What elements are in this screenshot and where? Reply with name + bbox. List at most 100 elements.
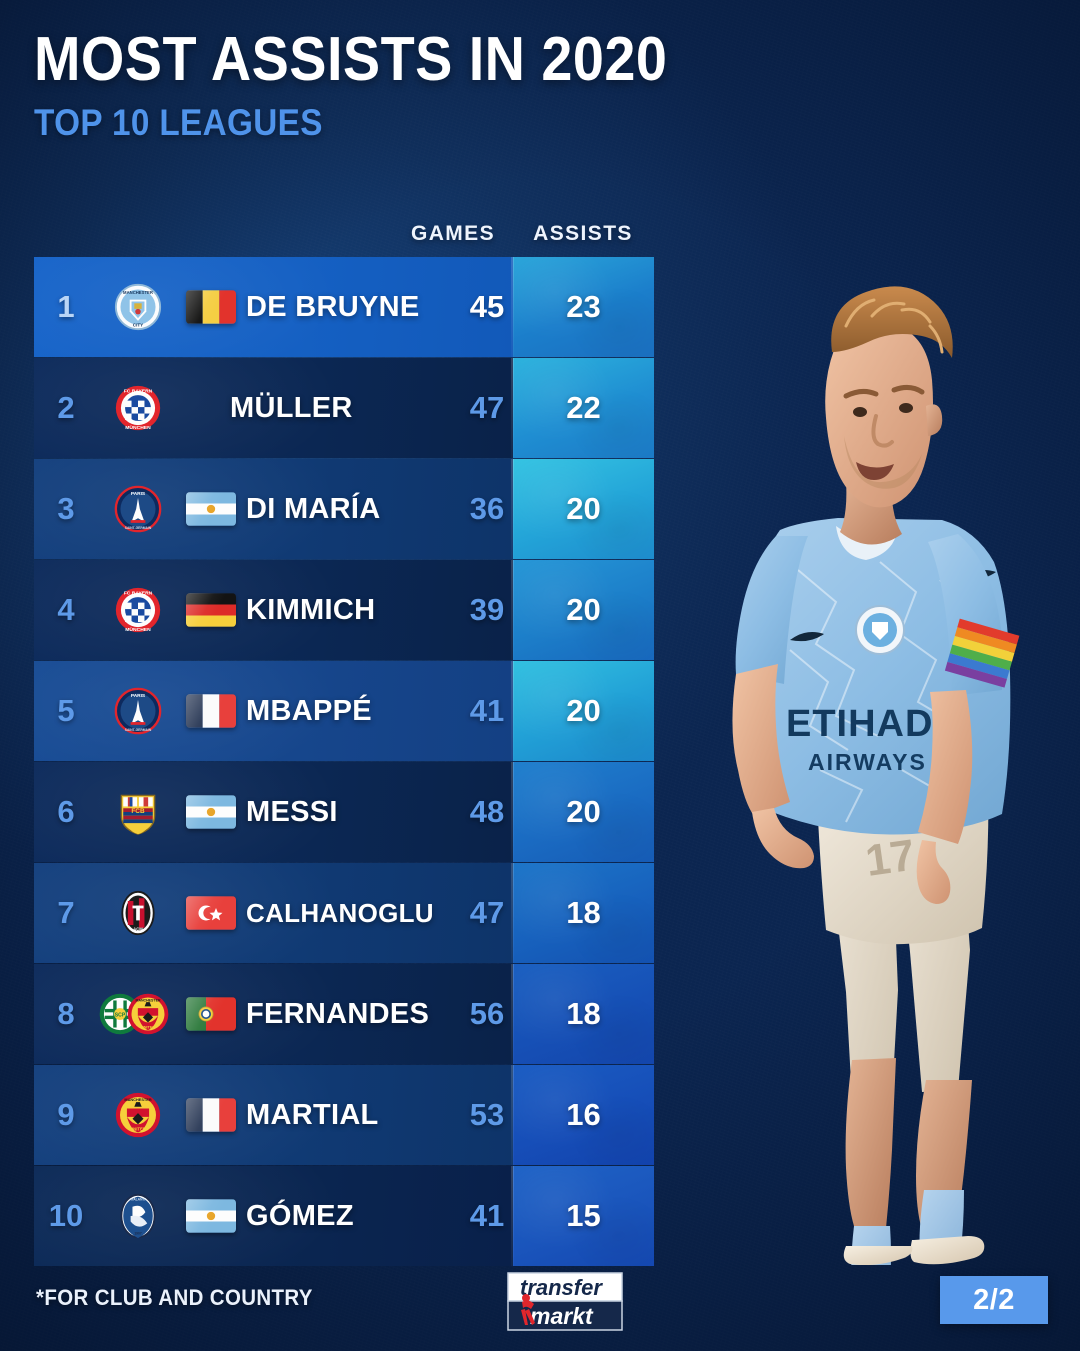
svg-text:markt: markt: [530, 1303, 594, 1329]
page-subtitle: TOP 10 LEAGUES: [34, 102, 323, 144]
table-row[interactable]: 3 PARIS SAINT-GERMAIN DI MARÍA 36 20: [34, 459, 654, 559]
row-background: [34, 560, 513, 660]
column-header-games: GAMES: [410, 222, 495, 245]
table-row[interactable]: 8 SCP MANCHESTER UNITED FERNANDES 56 18: [34, 964, 654, 1064]
row-background: [34, 459, 513, 559]
assists-bar-fill: [513, 257, 654, 357]
player-name: MARTIAL: [246, 1098, 379, 1131]
transfermarkt-logo: transfer markt: [500, 1271, 630, 1333]
player-name: MBAPPÉ: [246, 694, 372, 727]
assists-bar: 18: [511, 863, 654, 963]
assists-bar-fill: [513, 560, 654, 660]
assists-bar-edge: [511, 661, 514, 761]
club-badge-paris-saint-germain-icon: PARIS SAINT-GERMAIN: [114, 687, 162, 735]
row-background: [34, 1065, 513, 1165]
row-background: [34, 257, 513, 357]
table-row[interactable]: 1 MANCHESTER CITY DE BRUYNE 45 23: [34, 257, 654, 357]
rank-number: 10: [48, 1198, 84, 1233]
games-value: 39: [469, 592, 505, 627]
assists-value: 18: [566, 996, 601, 1031]
games-value: 48: [469, 794, 505, 829]
assists-bar-edge: [511, 1166, 514, 1266]
club-badge-manchester-united-icon: MANCHESTER UNITED: [114, 1091, 162, 1139]
table-row[interactable]: 7 ACM CALHANOGLU 47 18: [34, 863, 654, 963]
assists-bar-edge: [511, 257, 514, 357]
assists-bar-edge: [511, 459, 514, 559]
club-badge-sporting-cp-icon: SCP: [98, 992, 142, 1036]
player-name: KIMMICH: [246, 593, 376, 626]
country-flag: [186, 459, 242, 559]
club-badge-manchester-city-icon: MANCHESTER CITY: [114, 283, 162, 331]
svg-text:1907: 1907: [134, 1231, 142, 1235]
games-value: 47: [469, 895, 505, 930]
country-flag: [186, 560, 242, 660]
flag-france-icon: [186, 694, 236, 728]
assists-bar-texture: [513, 257, 654, 357]
country-flag: [186, 863, 242, 963]
rank-number: 8: [57, 996, 75, 1031]
club-badge-manchester-united-icon: MANCHESTER UNITED: [126, 992, 170, 1036]
table-row[interactable]: 4 FC BAYERN MÜNCHEN KIMMICH 39 20: [34, 560, 654, 660]
player-name: FERNANDES: [246, 997, 430, 1030]
club-badges: FC BAYERN MÜNCHEN: [96, 560, 180, 660]
assists-value: 23: [566, 289, 601, 324]
games-value: 53: [469, 1097, 505, 1132]
assists-value: 22: [566, 390, 601, 425]
club-badge-atalanta-icon: ATALANTA 1907: [114, 1192, 162, 1240]
svg-text:MÜNCHEN: MÜNCHEN: [125, 626, 151, 633]
assists-bar-texture: [513, 964, 654, 1064]
flag-belgium-icon: [186, 290, 236, 324]
country-flag: [186, 1166, 242, 1266]
games-value: 41: [469, 1198, 505, 1233]
assists-bar-edge: [511, 560, 514, 660]
svg-text:UNITED: UNITED: [141, 1024, 156, 1029]
club-badges: MANCHESTER CITY: [96, 257, 180, 357]
svg-text:MANCHESTER: MANCHESTER: [124, 1097, 151, 1102]
assists-bar-edge: [511, 1065, 514, 1165]
flag-argentina-icon: [186, 492, 236, 526]
svg-text:ATALANTA: ATALANTA: [129, 1197, 147, 1201]
table-row[interactable]: 5 PARIS SAINT-GERMAIN MBAPPÉ 41 20: [34, 661, 654, 761]
column-header-assists: ASSISTS: [533, 222, 633, 245]
club-badges: PARIS SAINT-GERMAIN: [96, 459, 180, 559]
svg-text:ETIHAD: ETIHAD: [786, 703, 933, 745]
assists-value: 20: [566, 693, 601, 728]
rank-number: 5: [57, 693, 75, 728]
svg-text:transfer: transfer: [520, 1275, 603, 1300]
assists-value: 16: [566, 1097, 601, 1132]
assists-bar-texture: [513, 459, 654, 559]
assists-bar-edge: [511, 863, 514, 963]
club-badge-bayern-munich-icon: FC BAYERN MÜNCHEN: [114, 586, 162, 634]
flag-france-icon: [186, 1098, 236, 1132]
flag-argentina-icon: [186, 795, 236, 829]
rank-number: 3: [57, 491, 75, 526]
svg-text:SAINT-GERMAIN: SAINT-GERMAIN: [125, 526, 152, 530]
assists-bar-fill: [513, 1166, 654, 1266]
club-badges: PARIS SAINT-GERMAIN: [96, 661, 180, 761]
table-row[interactable]: 6 FCB MESSI 48 20: [34, 762, 654, 862]
assists-bar: 20: [511, 459, 654, 559]
assists-bar: 20: [511, 762, 654, 862]
assists-bar-fill: [513, 358, 654, 458]
assists-value: 15: [566, 1198, 601, 1233]
club-badges: MANCHESTER UNITED: [96, 1065, 180, 1165]
table-row[interactable]: 2 FC BAYERN MÜNCHEN MÜLLER 47 22: [34, 358, 654, 458]
assists-value: 20: [566, 491, 601, 526]
country-flag: [186, 964, 242, 1064]
rank-number: 6: [57, 794, 75, 829]
country-flag: [186, 661, 242, 761]
club-badges: FC BAYERN MÜNCHEN: [96, 358, 180, 458]
assists-bar-texture: [513, 560, 654, 660]
page-title: MOST ASSISTS IN 2020: [34, 25, 668, 94]
table-row[interactable]: 10 ATALANTA 1907 GÓMEZ 41 15: [34, 1166, 654, 1266]
table-row[interactable]: 9 MANCHESTER UNITED MARTIAL 53 16: [34, 1065, 654, 1165]
player-name: DE BRUYNE: [246, 290, 420, 323]
assists-bar: 16: [511, 1065, 654, 1165]
footnote: *FOR CLUB AND COUNTRY: [36, 1285, 313, 1310]
svg-text:MÜNCHEN: MÜNCHEN: [125, 424, 151, 431]
svg-text:MANCHESTER: MANCHESTER: [135, 998, 160, 1002]
svg-text:PARIS: PARIS: [131, 693, 145, 699]
flag-germany-icon: [186, 593, 236, 627]
player-name: GÓMEZ: [246, 1199, 354, 1232]
svg-text:CITY: CITY: [133, 322, 144, 327]
